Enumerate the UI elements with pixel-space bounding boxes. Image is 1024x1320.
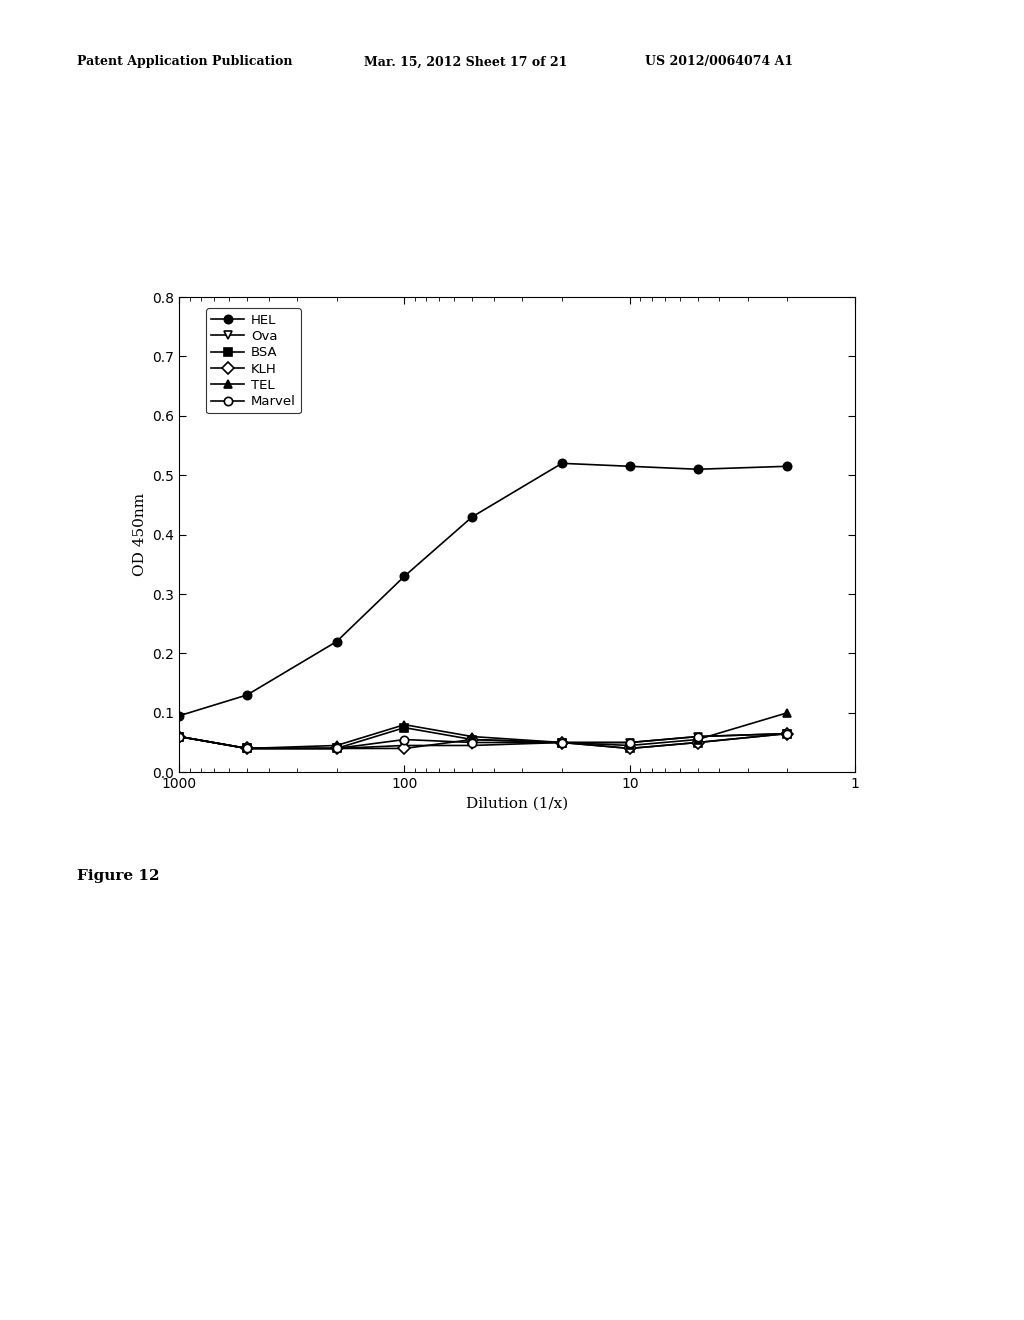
BSA <box>466 731 478 747</box>
Marvel <box>398 731 411 747</box>
TEL <box>624 738 636 754</box>
Line: KLH: KLH <box>175 730 792 752</box>
Ova <box>398 738 411 754</box>
HEL <box>241 686 253 702</box>
Marvel <box>781 726 794 742</box>
BSA <box>241 741 253 756</box>
KLH <box>691 734 703 750</box>
Ova <box>466 738 478 754</box>
Marvel <box>691 729 703 744</box>
Marvel <box>466 734 478 750</box>
BSA <box>173 729 185 744</box>
TEL <box>781 705 794 721</box>
KLH <box>624 741 636 756</box>
Marvel <box>556 734 568 750</box>
TEL <box>466 729 478 744</box>
BSA <box>556 734 568 750</box>
Marvel <box>331 741 343 756</box>
Y-axis label: OD 450nm: OD 450nm <box>133 494 146 576</box>
Ova <box>691 729 703 744</box>
X-axis label: Dilution (1/x): Dilution (1/x) <box>466 796 568 810</box>
Ova <box>624 734 636 750</box>
Ova <box>781 726 794 742</box>
KLH <box>556 734 568 750</box>
KLH <box>466 731 478 747</box>
Text: Patent Application Publication: Patent Application Publication <box>77 55 292 69</box>
Ova <box>241 741 253 756</box>
Ova <box>173 729 185 744</box>
Line: TEL: TEL <box>175 709 792 752</box>
HEL <box>624 458 636 474</box>
Line: Ova: Ova <box>175 730 792 752</box>
Legend: HEL, Ova, BSA, KLH, TEL, Marvel: HEL, Ova, BSA, KLH, TEL, Marvel <box>206 309 301 413</box>
Marvel <box>241 741 253 756</box>
TEL <box>556 734 568 750</box>
HEL <box>331 634 343 649</box>
BSA <box>781 726 794 742</box>
KLH <box>781 726 794 742</box>
HEL <box>556 455 568 471</box>
Text: US 2012/0064074 A1: US 2012/0064074 A1 <box>645 55 794 69</box>
Marvel <box>624 734 636 750</box>
Text: Mar. 15, 2012 Sheet 17 of 21: Mar. 15, 2012 Sheet 17 of 21 <box>364 55 567 69</box>
BSA <box>331 741 343 756</box>
HEL <box>691 462 703 478</box>
Ova <box>331 741 343 756</box>
TEL <box>331 738 343 754</box>
Marvel <box>173 729 185 744</box>
Text: Figure 12: Figure 12 <box>77 869 160 883</box>
BSA <box>624 741 636 756</box>
BSA <box>398 719 411 735</box>
Line: HEL: HEL <box>175 459 792 719</box>
HEL <box>173 708 185 723</box>
Ova <box>556 734 568 750</box>
BSA <box>691 734 703 750</box>
HEL <box>781 458 794 474</box>
TEL <box>241 741 253 756</box>
TEL <box>173 729 185 744</box>
KLH <box>173 729 185 744</box>
KLH <box>241 741 253 756</box>
TEL <box>691 731 703 747</box>
KLH <box>331 741 343 756</box>
HEL <box>398 568 411 583</box>
TEL <box>398 717 411 733</box>
HEL <box>466 510 478 525</box>
Line: Marvel: Marvel <box>175 730 792 752</box>
Line: BSA: BSA <box>175 723 792 752</box>
KLH <box>398 741 411 756</box>
